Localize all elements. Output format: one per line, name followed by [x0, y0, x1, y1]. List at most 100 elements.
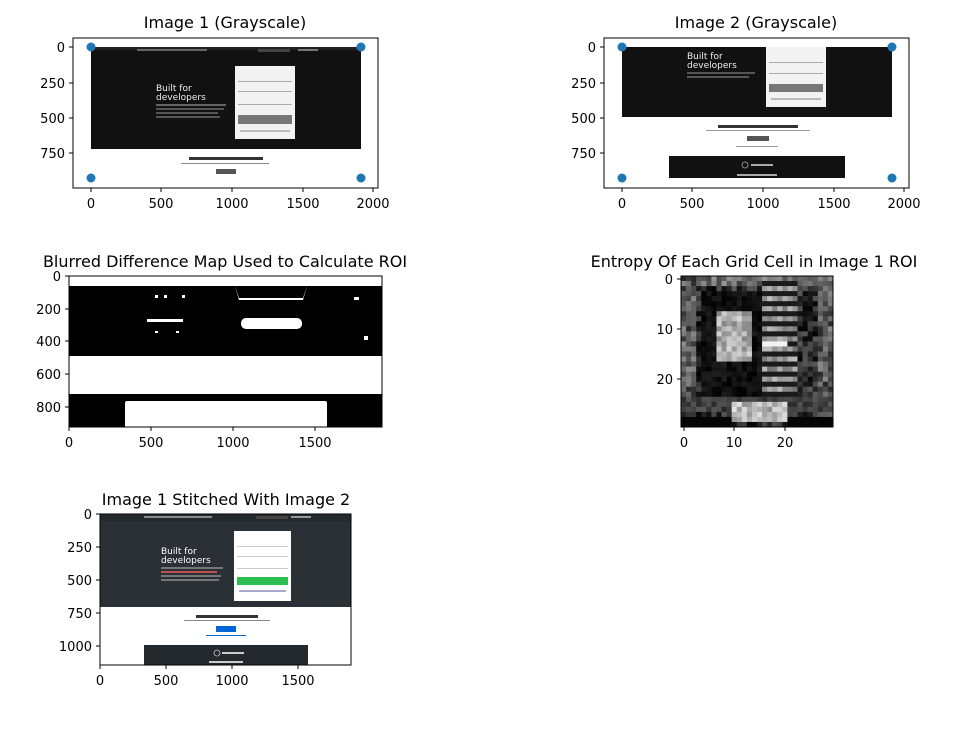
entropy-cell [777, 396, 783, 403]
entropy-cell [812, 416, 819, 423]
entropy-cell [782, 351, 788, 357]
entropy-cell [701, 411, 707, 418]
entropy-cell [716, 376, 722, 382]
entropy-cell [696, 346, 702, 352]
entropy-cell [706, 326, 712, 332]
panel-stitched: Image 1 Stitched With Image 2 Built for … [59, 490, 352, 689]
entropy-cell [746, 366, 753, 372]
entropy-cell [716, 286, 722, 292]
entropy-cell [721, 361, 727, 367]
entropy-cell [757, 336, 763, 342]
entropy-cell [822, 411, 829, 418]
entropy-cell [736, 321, 743, 327]
entropy-cell [812, 311, 819, 317]
entropy-cell [827, 401, 834, 408]
y-tick-label: 750 [40, 147, 65, 162]
entropy-cell [736, 331, 743, 337]
entropy-cell [792, 391, 798, 398]
entropy-cell [802, 421, 808, 428]
entropy-cell [757, 356, 763, 362]
entropy-cell [731, 386, 738, 393]
entropy-cell [827, 281, 834, 287]
entropy-cell [741, 381, 748, 388]
entropy-cell [812, 386, 819, 393]
entropy-cell [777, 296, 783, 302]
entropy-cell [681, 391, 687, 398]
y-tick-label: 400 [36, 335, 61, 350]
entropy-cell [802, 351, 808, 357]
entropy-cell [751, 331, 758, 337]
entropy-cell [782, 381, 788, 388]
entropy-cell [726, 401, 732, 408]
entropy-cell [726, 326, 732, 332]
entropy-cell [751, 306, 758, 312]
entropy-cell [716, 351, 722, 357]
entropy-cell [731, 286, 738, 292]
corner-points [86, 42, 366, 183]
entropy-cell [696, 381, 702, 388]
entropy-cell [716, 321, 722, 327]
entropy-cell [741, 316, 748, 322]
entropy-cell [772, 336, 778, 342]
entropy-cell [691, 291, 697, 297]
panel-title: Image 2 (Grayscale) [675, 13, 837, 32]
entropy-cell [711, 351, 717, 357]
entropy-cell [711, 381, 717, 388]
entropy-cell [701, 381, 707, 388]
entropy-cell [797, 396, 803, 403]
entropy-cell [736, 386, 743, 393]
y-tick-label: 250 [67, 541, 92, 556]
entropy-cell [746, 361, 753, 367]
entropy-cell [686, 356, 692, 362]
entropy-cell [802, 371, 808, 377]
entropy-cell [767, 341, 773, 347]
entropy-cell [762, 406, 768, 413]
entropy-cell [797, 386, 803, 393]
entropy-cell [817, 346, 824, 352]
entropy-cell [736, 351, 743, 357]
entropy-cell [817, 291, 824, 297]
entropy-cell [807, 276, 814, 282]
entropy-cell [716, 306, 722, 312]
entropy-cell [822, 366, 829, 372]
entropy-cell [802, 286, 808, 292]
entropy-cell [691, 341, 697, 347]
entropy-cell [706, 381, 712, 388]
entropy-cell [686, 326, 692, 332]
entropy-cell [807, 316, 814, 322]
entropy-cell [797, 316, 803, 322]
entropy-cell [772, 416, 778, 423]
entropy-cell [741, 331, 748, 337]
entropy-cell [827, 411, 834, 418]
entropy-cell [807, 286, 814, 292]
entropy-cell [812, 306, 819, 312]
entropy-cell [817, 406, 824, 413]
entropy-cell [706, 416, 712, 423]
entropy-cell [827, 331, 834, 337]
entropy-cell [731, 296, 738, 302]
entropy-heatmap [681, 276, 834, 428]
entropy-cell [797, 411, 803, 418]
entropy-cell [767, 371, 773, 377]
entropy-cell [711, 416, 717, 423]
entropy-cell [767, 351, 773, 357]
entropy-cell [802, 386, 808, 393]
entropy-cell [751, 396, 758, 403]
x-tick-label: 1500 [286, 197, 319, 212]
entropy-cell [681, 301, 687, 307]
entropy-cell [807, 346, 814, 352]
entropy-cell [696, 336, 702, 342]
entropy-cell [767, 416, 773, 423]
entropy-cell [721, 306, 727, 312]
entropy-cell [782, 301, 788, 307]
entropy-cell [741, 281, 748, 287]
entropy-cell [797, 286, 803, 292]
entropy-cell [701, 351, 707, 357]
entropy-cell [701, 276, 707, 282]
entropy-cell [817, 331, 824, 337]
entropy-cell [807, 321, 814, 327]
entropy-cell [736, 361, 743, 367]
x-tick-label: 500 [154, 674, 179, 689]
entropy-cell [762, 416, 768, 423]
entropy-cell [827, 341, 834, 347]
